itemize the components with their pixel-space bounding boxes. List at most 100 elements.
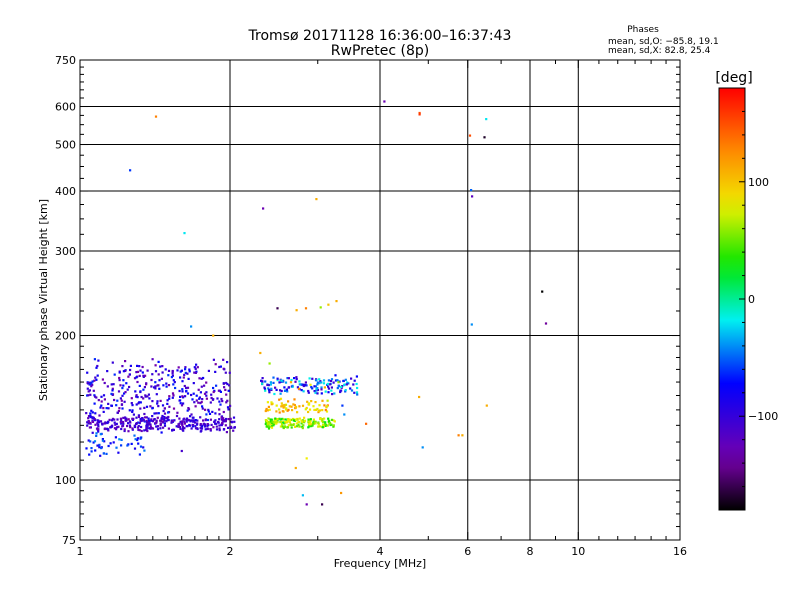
data-point	[159, 419, 162, 422]
data-point	[310, 386, 313, 389]
data-point	[139, 445, 143, 448]
data-point	[214, 363, 217, 366]
data-point	[139, 407, 142, 410]
data-point	[160, 377, 163, 380]
data-point	[145, 425, 148, 428]
data-point	[226, 361, 229, 364]
data-point	[187, 407, 190, 410]
data-point	[278, 398, 281, 401]
data-point	[99, 406, 102, 409]
data-point	[163, 412, 167, 415]
data-point	[228, 371, 231, 374]
data-point	[180, 449, 183, 453]
data-point	[192, 392, 195, 395]
data-point	[418, 111, 421, 115]
data-point	[202, 422, 205, 425]
data-point	[222, 367, 225, 370]
data-point	[123, 400, 126, 403]
data-point	[88, 381, 92, 384]
data-point	[120, 444, 123, 447]
data-point	[283, 386, 286, 389]
data-point	[97, 359, 100, 362]
data-point	[187, 408, 191, 411]
data-point	[88, 389, 91, 392]
data-point	[208, 412, 212, 415]
data-point	[163, 416, 166, 419]
data-point	[315, 379, 318, 382]
data-point	[314, 401, 317, 404]
data-point	[263, 386, 266, 389]
data-point	[90, 381, 93, 384]
data-point	[307, 389, 310, 393]
data-point	[166, 399, 169, 402]
data-point	[167, 369, 171, 372]
data-point	[113, 373, 116, 376]
data-point	[290, 423, 293, 427]
data-point	[158, 387, 161, 390]
data-point	[88, 426, 91, 429]
data-point	[418, 395, 421, 399]
data-point	[120, 427, 123, 431]
data-point	[154, 385, 157, 388]
data-point	[142, 388, 145, 391]
data-point	[99, 420, 103, 423]
data-point	[317, 422, 320, 425]
data-point	[170, 419, 173, 422]
data-point	[298, 380, 301, 383]
data-point	[138, 384, 141, 387]
data-point	[85, 447, 88, 450]
data-point	[269, 381, 272, 384]
data-point	[295, 309, 298, 312]
colorbar: 100 0 −100	[718, 87, 778, 511]
data-point	[199, 427, 202, 430]
data-point	[296, 411, 299, 414]
data-point	[137, 421, 140, 424]
data-point	[156, 416, 159, 419]
data-point	[313, 390, 316, 393]
data-point	[138, 422, 141, 425]
data-point	[123, 392, 126, 395]
data-point	[270, 418, 273, 421]
data-point	[110, 404, 113, 407]
x-tick-label: 1	[77, 545, 84, 558]
data-point	[272, 424, 275, 427]
data-point	[220, 423, 223, 426]
data-point	[93, 402, 96, 405]
data-point	[318, 404, 321, 407]
data-point	[304, 381, 307, 384]
data-point	[145, 423, 148, 426]
data-point	[90, 385, 93, 388]
data-point	[320, 392, 323, 395]
data-point	[301, 427, 304, 430]
data-point	[322, 420, 325, 423]
data-point	[137, 442, 140, 445]
data-point	[203, 392, 207, 395]
data-point	[298, 405, 301, 408]
data-point	[318, 382, 321, 385]
data-point	[340, 491, 343, 495]
data-point	[121, 425, 124, 428]
data-point	[270, 403, 273, 406]
data-point	[285, 407, 288, 410]
data-point	[99, 454, 102, 457]
data-point	[209, 429, 212, 432]
data-point	[113, 418, 116, 421]
data-point	[271, 421, 274, 425]
data-point	[202, 376, 205, 380]
data-point	[303, 421, 306, 424]
data-point	[148, 427, 151, 430]
data-point	[206, 418, 209, 422]
data-point	[197, 401, 200, 404]
data-point	[218, 427, 221, 430]
data-point	[183, 427, 186, 430]
data-point	[182, 376, 185, 379]
y-tick-label: 750	[55, 54, 76, 67]
data-point	[142, 419, 145, 422]
data-point	[151, 415, 154, 418]
data-point	[186, 372, 189, 375]
data-point	[168, 395, 171, 398]
data-point	[305, 406, 308, 410]
data-point	[334, 374, 337, 377]
data-point	[121, 407, 124, 410]
data-point	[281, 380, 284, 383]
